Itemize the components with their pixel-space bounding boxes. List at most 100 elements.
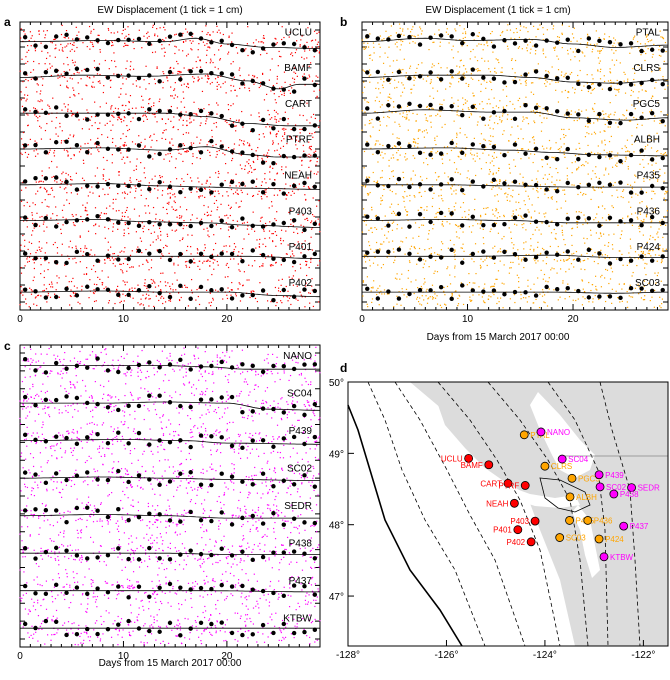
sample-point [505,85,508,88]
sample-point [123,215,126,218]
sample-point [312,197,314,199]
sample-point [164,138,167,140]
sample-point [542,39,544,41]
sample-point [551,181,553,183]
sample-point [118,117,121,119]
sample-point [281,166,283,168]
sample-point [561,24,563,26]
sample-point [526,47,528,49]
daily-mean-point [250,128,255,133]
sample-point [267,255,269,257]
sample-point [470,231,473,233]
sample-point [465,102,467,104]
sample-point [119,301,121,304]
daily-mean-point [576,184,581,190]
sample-point [236,52,239,54]
daily-mean-point [22,71,28,76]
sample-point [406,118,408,120]
sample-point [516,31,518,33]
sample-point [284,111,286,113]
sample-point [374,144,376,146]
sample-point [126,156,128,158]
sample-point [510,134,512,136]
sample-point [178,299,181,301]
sample-point [217,170,220,173]
sample-point [227,287,229,289]
sample-point [205,260,208,262]
daily-mean-point [660,81,665,87]
sample-point [563,76,565,78]
sample-point [456,236,458,238]
daily-mean-point [198,220,204,226]
sample-point [246,228,249,230]
sample-point [363,48,365,50]
sample-point [185,40,187,42]
sample-point [182,237,184,239]
daily-mean-point [660,48,665,53]
sample-point [196,252,199,254]
sample-point [604,33,606,35]
sample-point [212,262,214,264]
sample-point [109,220,111,222]
sample-point [95,233,97,235]
sample-point [666,190,668,193]
sample-point [566,117,568,119]
sample-point [298,278,300,280]
sample-point [215,126,218,128]
daily-mean-point [649,111,655,116]
sample-point [446,146,449,148]
sample-point [454,28,456,30]
sample-point [155,110,158,113]
daily-mean-point [386,183,391,189]
daily-mean-point [126,73,131,78]
sample-point [385,30,387,32]
sample-point [409,194,411,197]
sample-point [124,42,126,44]
daily-mean-point [555,40,560,45]
sample-point [536,226,538,228]
sample-point [296,75,298,77]
sample-point [598,255,600,257]
sample-point [128,289,130,291]
sample-point [477,223,479,225]
sample-point [658,228,660,230]
sample-point [286,142,288,145]
sample-point [19,249,22,251]
sample-point [230,105,232,107]
sample-point [490,140,492,142]
sample-point [664,215,666,218]
sample-point [577,168,579,170]
sample-point [317,171,319,173]
sample-point [499,260,501,262]
sample-point [545,79,547,81]
sample-point [198,43,200,45]
sample-point [655,138,657,141]
sample-point [603,149,605,151]
sample-point [477,35,480,37]
sample-point [50,74,53,77]
sample-point [155,239,157,241]
sample-point [495,207,497,210]
sample-point [309,122,311,124]
sample-point [616,165,618,167]
sample-point [561,71,563,73]
sample-point [274,99,276,101]
sample-point [220,203,222,205]
sample-point [625,156,627,158]
sample-point [50,41,52,43]
sample-point [662,38,665,40]
sample-point [521,48,523,50]
sample-point [143,114,145,116]
sample-point [70,192,72,194]
sample-point [25,187,27,189]
sample-point [140,194,142,196]
station-scatter [20,126,319,176]
daily-mean-point [198,36,204,41]
sample-point [64,264,66,266]
sample-point [444,172,446,174]
sample-point [243,144,245,146]
sample-point [420,206,422,209]
sample-point [467,170,469,172]
sample-point [272,84,275,87]
daily-mean-point [628,190,634,195]
